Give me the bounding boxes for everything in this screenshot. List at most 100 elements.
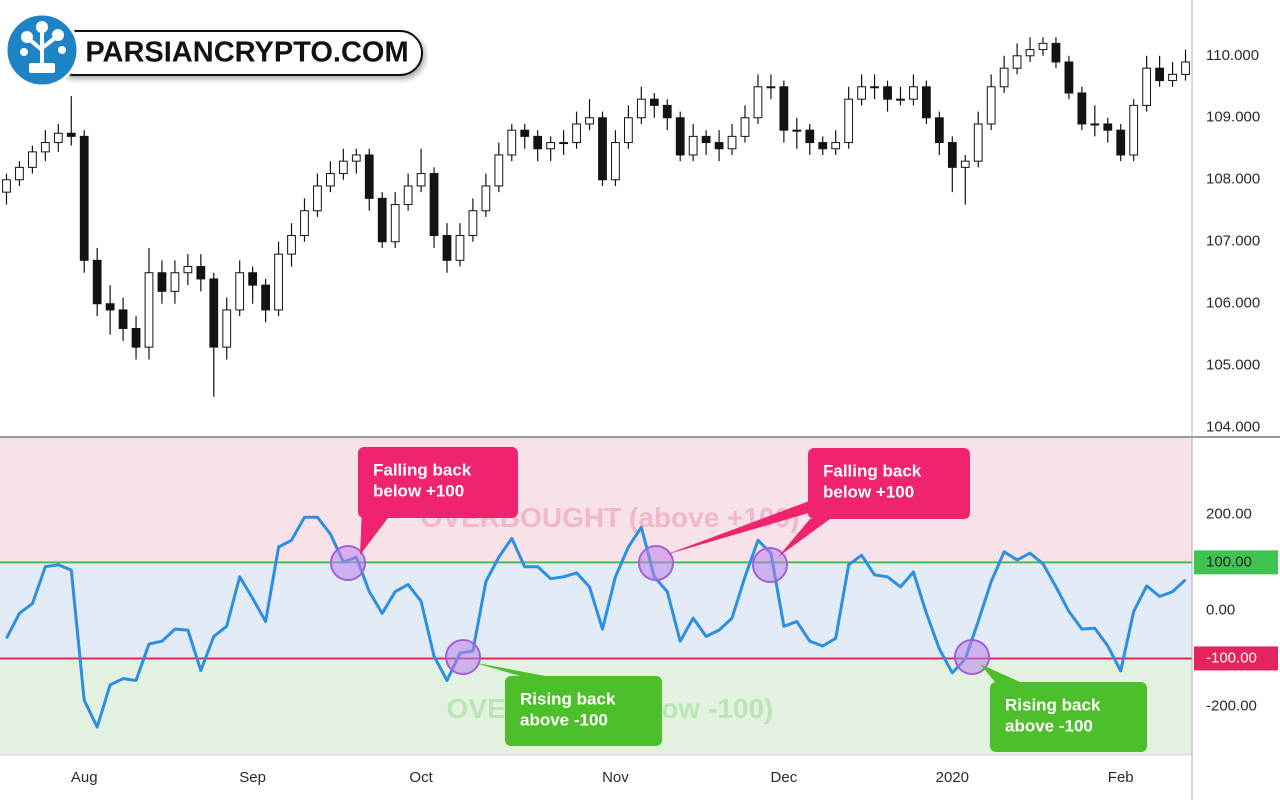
logo-text: PARSIANCRYPTO.COM <box>85 37 408 69</box>
candle-body <box>922 86 931 119</box>
candle-body <box>1077 92 1087 125</box>
crossing-marker <box>445 639 481 675</box>
candle-body <box>338 160 348 175</box>
candle-body <box>468 210 478 237</box>
candle-body <box>585 117 594 125</box>
crossing-marker <box>330 545 366 581</box>
candle-body <box>40 142 50 153</box>
candle-body <box>144 272 154 348</box>
candle-body <box>831 142 841 150</box>
candle-body <box>546 142 556 150</box>
candle-body <box>28 151 37 168</box>
logo: PARSIANCRYPTO.COM <box>4 12 423 88</box>
callout-box <box>990 682 1147 752</box>
callout-box <box>505 676 662 746</box>
candle-body <box>883 86 892 100</box>
candle-body <box>740 117 750 137</box>
callout-text: Falling back <box>373 460 472 479</box>
candle-body <box>222 309 232 348</box>
callout-pointer <box>472 662 545 676</box>
candle-body <box>118 309 128 330</box>
candle-body <box>1116 129 1126 156</box>
candle-body <box>235 272 245 311</box>
callout-box <box>808 448 970 519</box>
candle-body <box>662 104 672 119</box>
y-tick-label: 106.000 <box>1206 295 1260 312</box>
candle-body <box>1064 61 1074 94</box>
candle-body <box>909 86 918 100</box>
y-tick-label: 105.000 <box>1206 357 1260 374</box>
candle-body <box>53 132 63 144</box>
candle-body <box>960 160 970 168</box>
crossing-marker <box>954 639 990 675</box>
candle-body <box>1155 67 1164 82</box>
candle-body <box>403 185 413 206</box>
candle-body <box>986 86 996 125</box>
candle-body <box>313 185 322 212</box>
candle-body <box>649 98 659 106</box>
callout-pointer <box>360 508 388 555</box>
y-tick-label: -200.00 <box>1206 697 1257 714</box>
candle-body <box>572 123 581 144</box>
overlay: 104.000 105.000 106.000 107.000 108.000 109.0… <box>71 47 1278 786</box>
candle-body <box>947 142 957 168</box>
candle-body <box>727 135 737 150</box>
candle-body <box>1168 73 1177 82</box>
candle-body <box>934 117 944 144</box>
candle-body <box>1181 61 1190 75</box>
candle-body <box>481 185 491 212</box>
candle-body <box>559 142 568 145</box>
candle-body <box>805 129 815 144</box>
candle-body <box>2 179 11 193</box>
candle-body <box>494 154 504 187</box>
x-tick-label: Feb <box>1108 769 1134 786</box>
candle-body <box>351 154 361 162</box>
candle-body <box>1038 42 1048 51</box>
candle-body <box>183 266 193 274</box>
candle-body <box>1025 49 1035 57</box>
callout-pointer <box>778 519 830 557</box>
candle-body <box>792 129 802 132</box>
candle-body <box>248 272 258 286</box>
candle-body <box>520 129 530 137</box>
x-tick-label: 2020 <box>936 769 969 786</box>
candle-body <box>624 117 633 144</box>
y-tick-label: 109.000 <box>1206 109 1260 126</box>
candle-body <box>66 132 76 137</box>
y-tick-label: 108.000 <box>1206 171 1260 188</box>
candle-body <box>533 135 543 150</box>
x-tick-label: Sep <box>239 769 266 786</box>
callout-pointer <box>665 500 812 555</box>
callout-text: below +100 <box>373 481 464 500</box>
candle-body <box>675 117 685 156</box>
candle-body <box>326 173 335 187</box>
candle-body <box>818 142 828 150</box>
candle-body <box>274 253 283 311</box>
callout-text: Rising back <box>1005 695 1101 714</box>
overbought-zone <box>0 437 1192 563</box>
callout-text: above -100 <box>1005 716 1093 735</box>
candle-body <box>105 303 115 311</box>
callout-text: Falling back <box>823 461 922 480</box>
candle-body <box>287 235 296 255</box>
y-tick-label: 0.00 <box>1206 601 1235 618</box>
candle-body <box>973 123 983 162</box>
candle-body <box>390 204 400 243</box>
candle-body <box>15 166 24 181</box>
candle-body <box>1090 123 1100 126</box>
callout-box <box>358 447 518 518</box>
candle-body <box>131 328 141 348</box>
callout-text: below +100 <box>823 482 914 501</box>
candle-body <box>636 98 646 119</box>
candle-body <box>507 129 517 156</box>
candle-body <box>300 210 309 237</box>
candle-body <box>1051 42 1061 63</box>
candle-body <box>714 142 724 150</box>
candle-body <box>870 86 879 89</box>
logo-icon <box>20 21 66 73</box>
candle-body <box>1103 123 1113 131</box>
candle-body <box>779 86 789 131</box>
candle-body <box>753 86 763 119</box>
